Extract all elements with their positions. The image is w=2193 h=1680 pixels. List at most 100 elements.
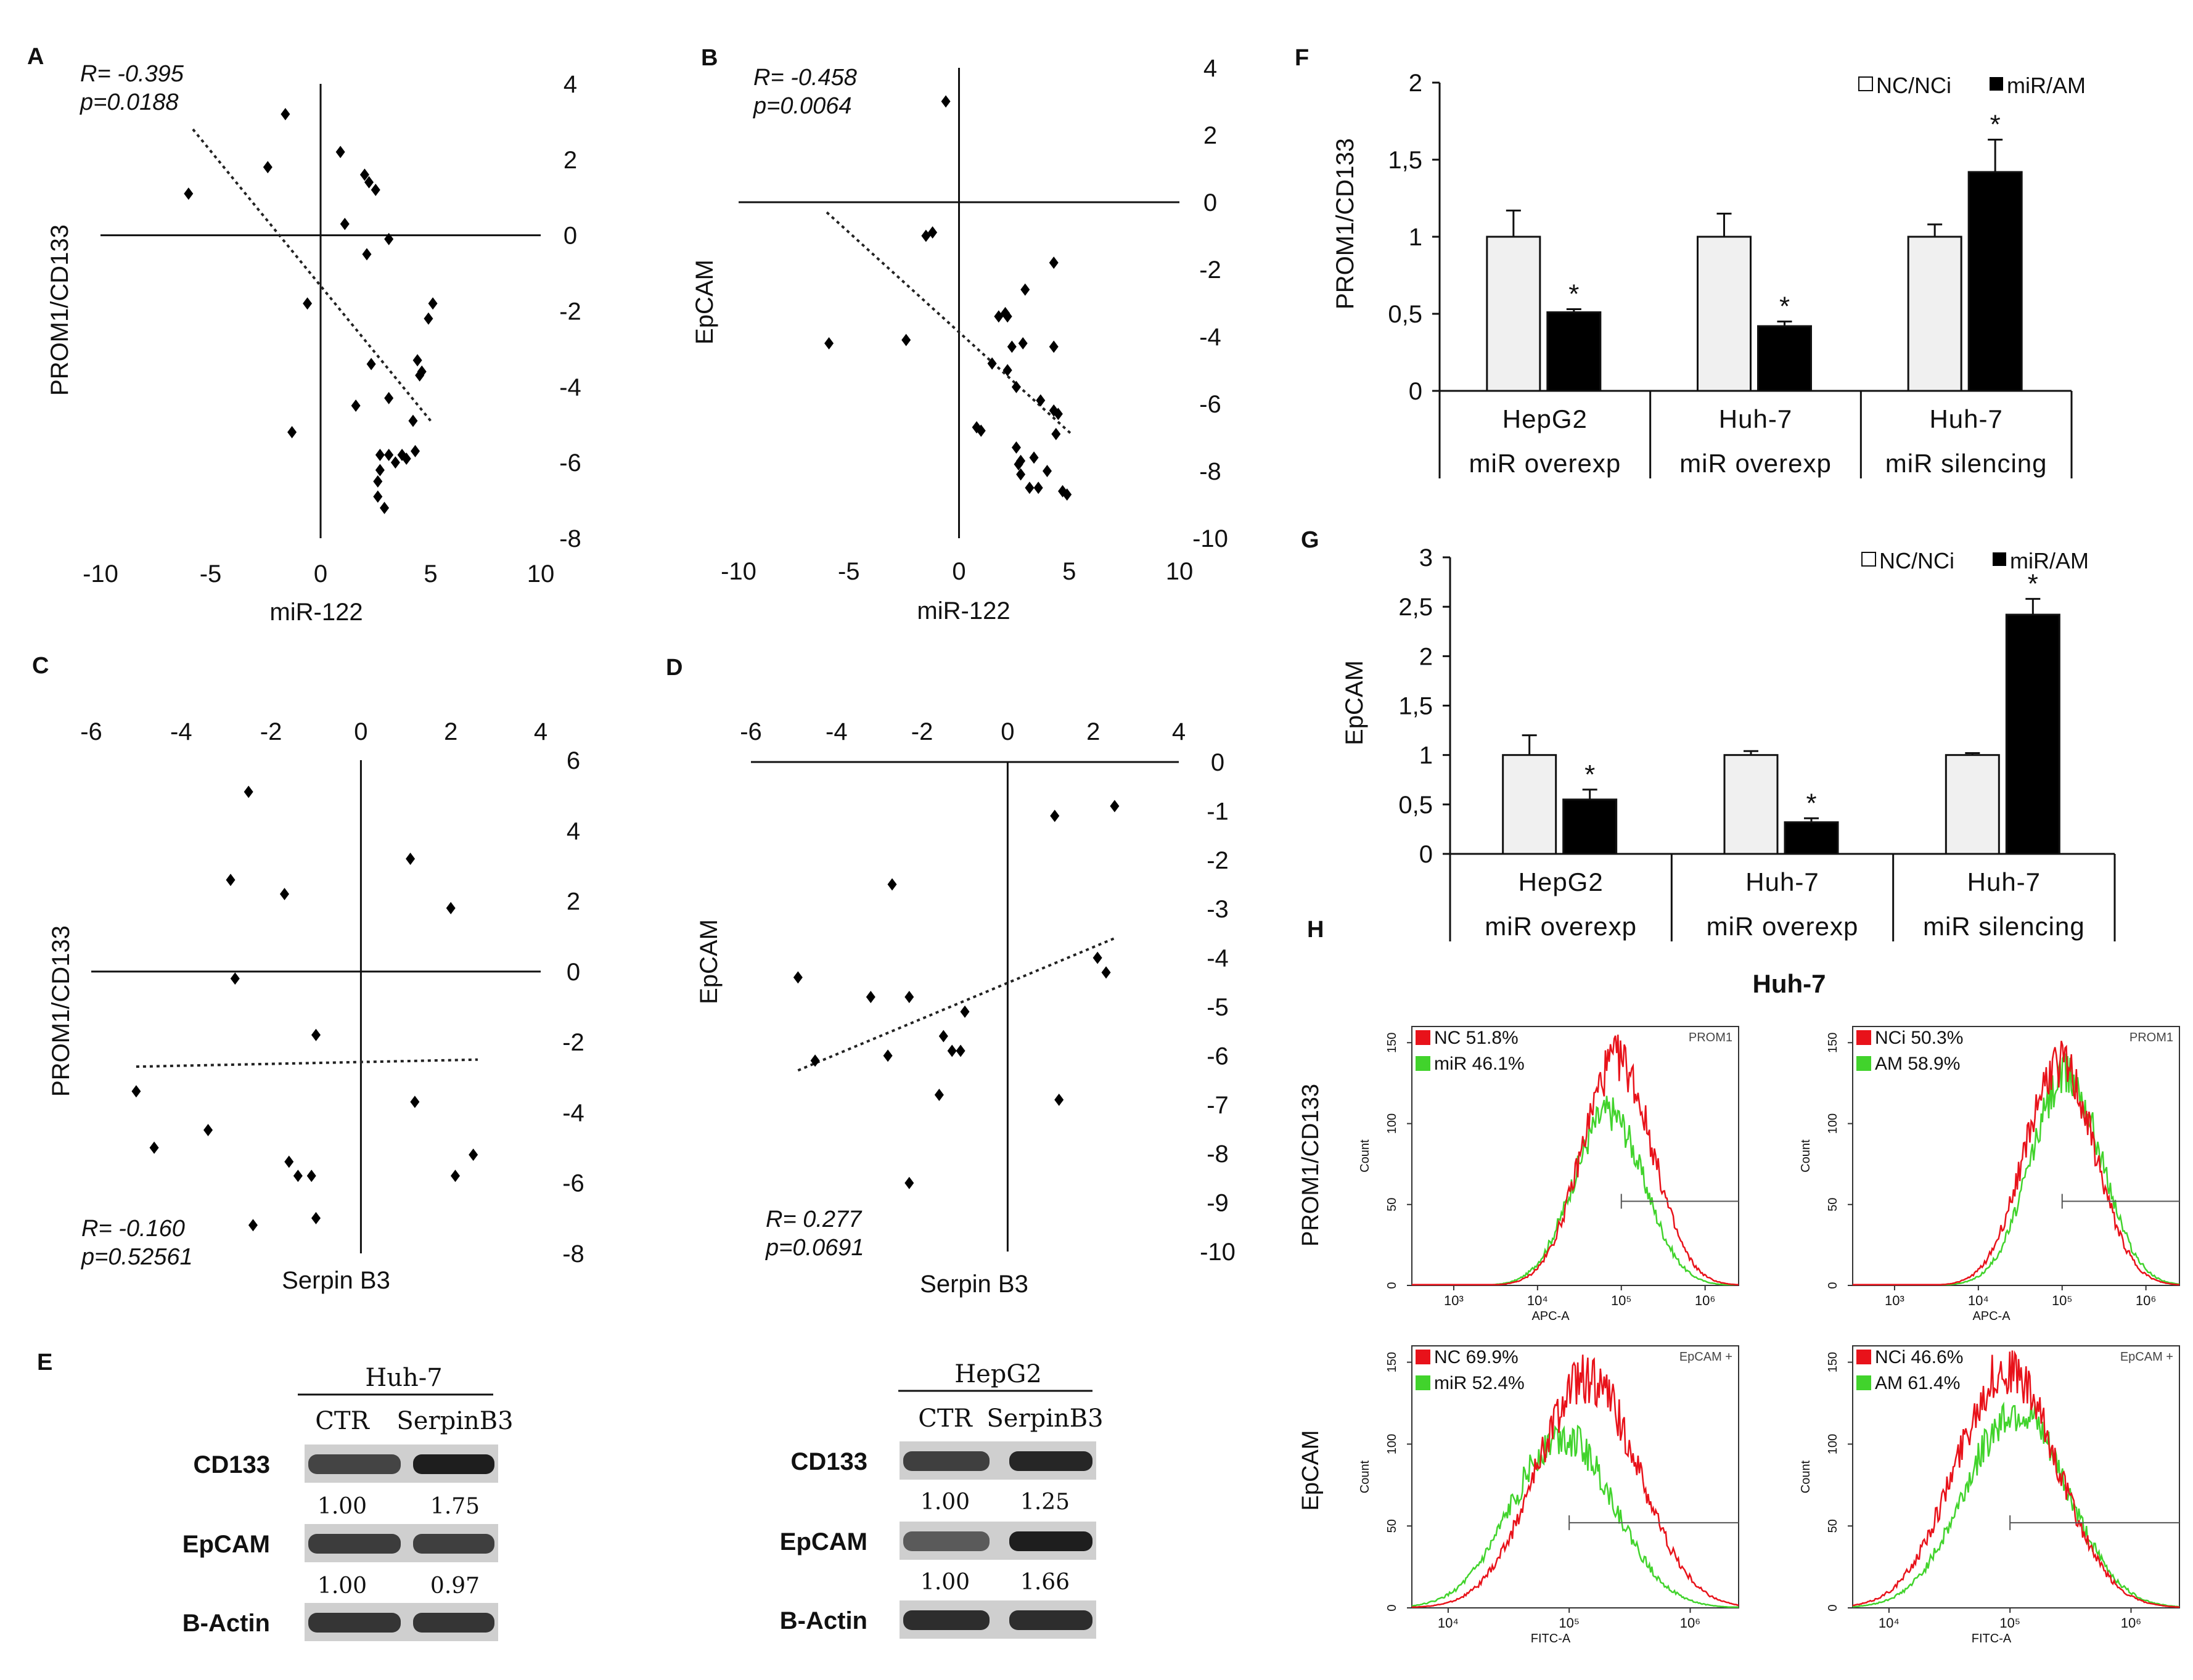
data-point [1033, 481, 1043, 494]
y-tick-label: 1 [1419, 742, 1433, 769]
blot-band [413, 1454, 494, 1474]
data-point [263, 161, 273, 174]
y-tick-label: -6 [562, 1170, 584, 1197]
legend-swatch-control [1858, 76, 1873, 91]
flow-y-tick-label: 150 [1826, 1352, 1840, 1372]
blot-protein-label: CD133 [193, 1451, 270, 1478]
flow-x-tick-label: 10⁴ [1879, 1615, 1900, 1631]
blot-band [1009, 1451, 1092, 1471]
data-point [184, 187, 194, 200]
flow-x-tick-label: 10⁶ [1695, 1293, 1716, 1308]
flow-y-tick-label: 50 [1826, 1519, 1840, 1533]
flow-histogram: 150 100 50 0 Count 10³ 10⁴ 10⁵ 10⁶ APC-A PROM1 NC 5… [1358, 1026, 1739, 1323]
y-tick-label: -10 [1200, 1239, 1236, 1266]
x-tick-label: -10 [721, 558, 756, 585]
data-point [450, 1170, 460, 1182]
flow-x-tick-label: 10³ [1444, 1293, 1464, 1308]
blot-protein-label: B-Actin [780, 1607, 867, 1634]
bar-panel-F: F 2 1,5 1 0,5 0 PROM1/CD133 HepG2 miR overexp * Hu… [1295, 45, 2086, 478]
legend-swatch-treated [1993, 552, 2006, 566]
flow-marker-tag: PROM1 [2129, 1031, 2173, 1044]
data-point [412, 354, 422, 367]
data-point [306, 1170, 316, 1182]
bar-control [1486, 236, 1541, 392]
data-point [793, 971, 803, 984]
blot-column-label: SerpinB3 [986, 1404, 1103, 1433]
blot-panel: E Huh-7 CTR SerpinB3 CD133 1.00 1.75 EpCAM 1.00 0… [37, 1350, 1104, 1641]
y-tick-label: -10 [1192, 525, 1228, 552]
y-tick-label: 6 [567, 747, 580, 774]
band-quantification: 1.00 [318, 1573, 367, 1599]
data-point [1049, 256, 1059, 269]
data-point [371, 183, 380, 196]
panel-label-H: H [1307, 917, 1324, 943]
data-point [390, 456, 400, 469]
flow-legend-label: miR 46.1% [1434, 1054, 1525, 1074]
y-tick-label: -4 [562, 1099, 584, 1126]
y-tick-label: -4 [1207, 945, 1229, 972]
panel-label-A: A [27, 44, 44, 70]
significance-star: * [1584, 760, 1595, 790]
flow-histogram-curve [1853, 1350, 2179, 1608]
data-point [1110, 800, 1120, 813]
data-point [976, 424, 986, 437]
blot-band [903, 1531, 990, 1551]
x-tick-label: -2 [260, 718, 282, 745]
x-tick-label: 2 [1086, 718, 1100, 745]
data-point [248, 1219, 258, 1232]
flow-legend-swatch [1856, 1056, 1871, 1071]
panel-label-F: F [1295, 45, 1309, 71]
flow-legend-swatch [1856, 1375, 1871, 1390]
flow-y-title: Count [1358, 1460, 1372, 1493]
category-sublabel: miR overexp [1485, 912, 1637, 941]
band-quantification: 1.75 [430, 1494, 480, 1519]
data-point [408, 414, 418, 427]
data-point [1029, 451, 1039, 464]
data-point [366, 358, 376, 371]
data-point [340, 218, 350, 231]
flow-x-title: APC-A [1531, 1309, 1570, 1323]
blot-column-label: SerpinB3 [396, 1407, 513, 1435]
x-tick-label: 0 [354, 718, 367, 745]
y-tick-label: -6 [1207, 1043, 1229, 1070]
flow-x-tick-label: 10⁴ [1527, 1293, 1548, 1308]
y-tick-label: 0 [567, 959, 580, 986]
stat-r: R= -0.458 [753, 65, 857, 91]
band-quantification: 1.00 [318, 1494, 367, 1519]
y-tick-label: -7 [1207, 1092, 1229, 1119]
flow-histogram: 150 100 50 0 Count 10³ 10⁴ 10⁵ 10⁶ APC-A PROM1 NCi … [1799, 1026, 2180, 1323]
data-point [810, 1054, 820, 1067]
flow-y-tick-label: 50 [1385, 1198, 1399, 1211]
data-point [469, 1149, 478, 1161]
y-tick-label: -8 [1207, 1141, 1229, 1168]
flow-row-label: EpCAM [1298, 1430, 1324, 1511]
y-tick-label: 2 [564, 147, 577, 174]
flow-histogram: 150 100 50 0 Count 10⁴ 10⁵ 10⁶ FITC-A EpCAM + NC 6… [1358, 1345, 1739, 1645]
data-point [987, 357, 997, 370]
data-point [303, 297, 313, 310]
blot-band [308, 1613, 401, 1633]
data-point [824, 337, 834, 350]
bar-treated [2005, 613, 2060, 855]
data-point [415, 369, 425, 382]
stat-p: p=0.52561 [81, 1244, 193, 1270]
y-tick-label: -8 [559, 525, 581, 552]
trendline [136, 1058, 478, 1068]
data-point [311, 1028, 321, 1041]
flow-x-tick-label: 10³ [1885, 1293, 1904, 1308]
data-point [411, 445, 420, 457]
x-tick-label: 10 [1166, 558, 1194, 585]
y-tick-label: 2 [1409, 70, 1422, 97]
stat-p: p=0.0188 [80, 89, 179, 115]
data-point [359, 168, 369, 181]
flow-histogram-curve [1411, 1424, 1739, 1608]
data-point [1062, 488, 1072, 501]
y-axis-title: PROM1/CD133 [47, 925, 75, 1097]
flow-y-tick-label: 150 [1385, 1033, 1399, 1053]
scatter-panel-B: B -10 -5 0 5 10 4 2 0 -2 -4 -6 -8 -10 miR-122 EpCAM R= -… [691, 45, 1228, 625]
flow-legend-swatch [1416, 1030, 1430, 1045]
y-tick-label: -6 [1199, 391, 1221, 418]
x-tick-label: 4 [1172, 718, 1186, 745]
